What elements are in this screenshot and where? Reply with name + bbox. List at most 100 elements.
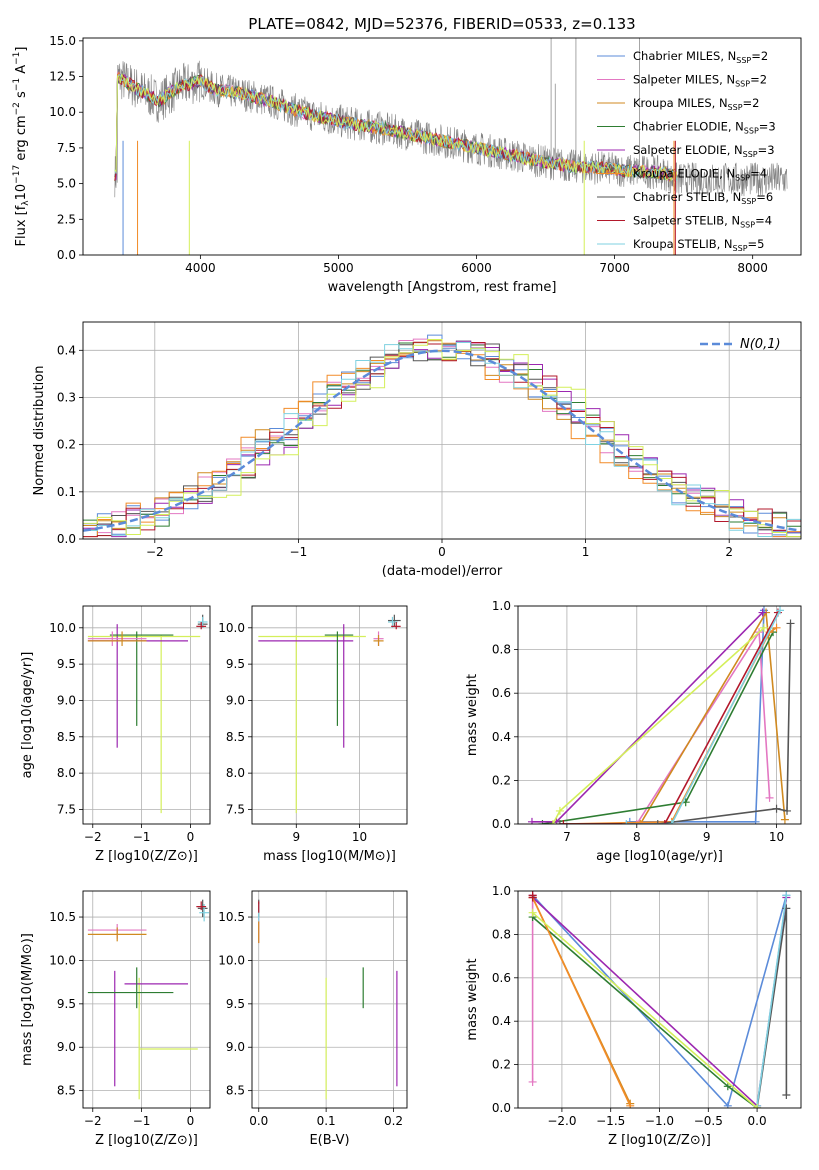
y-tick-label: 9.0	[57, 1040, 76, 1054]
weight-marker	[782, 891, 791, 900]
y-tick-label: 0.2	[492, 773, 511, 787]
x-tick-label: −1.0	[645, 1114, 674, 1128]
plot-marks	[87, 899, 210, 1100]
weight-series-5	[531, 897, 631, 1107]
y-tick-label: 7.5	[57, 141, 76, 155]
x-axis-label: (data-model)/error	[382, 564, 503, 579]
weight-marker	[723, 1082, 732, 1091]
y-tick-label: 0.6	[492, 686, 511, 700]
x-axis-label: age [log10(age/yr)]	[596, 849, 723, 864]
weight-marker	[528, 1077, 537, 1086]
y-tick-label: 10.0	[218, 953, 245, 967]
histogram-series-9	[83, 339, 801, 538]
x-tick-label: 0	[438, 545, 446, 559]
x-tick-label: 0.2	[384, 1114, 403, 1128]
weight-marker	[751, 817, 760, 824]
y-tick-label: 8.5	[57, 1084, 76, 1098]
legend-label: Chabrier MILES, NSSP=2	[633, 49, 768, 65]
plot-marks	[527, 606, 795, 824]
weight-marker	[660, 820, 669, 824]
errorbar-point-0	[138, 977, 198, 1100]
x-tick-label: 10	[769, 830, 784, 844]
y-tick-label: 5.0	[57, 177, 76, 191]
plot-area	[83, 891, 210, 1108]
weight-marker	[723, 1101, 732, 1108]
y-tick-label: 8.0	[226, 766, 245, 780]
weight-marker	[759, 623, 768, 632]
y-tick-label: 0.8	[492, 927, 511, 941]
x-tick-label: 0	[187, 1114, 195, 1128]
chart-mass_vs_ebv: 0.0 0.1 0.2 8.5 9.0 9.5 10.0 10.5 E(B-V)	[218, 890, 408, 1148]
x-tick-label: 7	[563, 830, 571, 844]
x-tick-label: 0.0	[748, 1114, 767, 1128]
x-axis-label: Z [log10(Z/Z⊙)]	[95, 849, 198, 864]
x-tick-label: 8	[633, 830, 641, 844]
weight-marker	[782, 1090, 791, 1099]
model-spectrum-9	[114, 73, 678, 182]
weight-series-7	[563, 612, 779, 824]
errorbar-point-7	[196, 901, 207, 911]
x-tick-label: −1	[133, 1114, 151, 1128]
y-tick-label: 15.0	[49, 34, 76, 48]
axes-frame	[82, 37, 802, 256]
legend-label: N(0,1)	[740, 337, 781, 352]
y-tick-label: 9.0	[226, 693, 245, 707]
weight-marker	[758, 608, 767, 617]
errorbar-point-4	[87, 927, 147, 942]
errorbar-point-7	[391, 621, 401, 630]
weight-marker	[559, 820, 568, 824]
weight-marker	[765, 793, 774, 802]
x-tick-label: −0.5	[694, 1114, 723, 1128]
x-axis-label: E(B-V)	[309, 1133, 349, 1148]
axes-frame	[517, 890, 802, 1109]
y-tick-label: 7.5	[57, 802, 76, 816]
axes-frame	[82, 605, 211, 825]
errorbar-point-2	[324, 631, 354, 726]
y-tick-label: 9.5	[226, 997, 245, 1011]
x-axis-label: mass [log10(M/M⊙)]	[263, 849, 396, 864]
weight-series-8	[626, 610, 781, 824]
x-tick-label: 1	[582, 545, 590, 559]
y-tick-label: 0.1	[57, 485, 76, 499]
errorbar-point-0	[258, 635, 366, 814]
plot-marks	[114, 38, 788, 255]
y-tick-label: 0.0	[57, 532, 76, 546]
x-tick-label: −2.0	[547, 1114, 576, 1128]
weight-marker	[776, 606, 785, 615]
legend-label: Salpeter ELODIE, NSSP=3	[633, 143, 775, 159]
y-tick-label: 0.0	[492, 817, 511, 831]
y-axis-label: mass weight	[465, 674, 480, 756]
x-tick-label: 9	[703, 830, 711, 844]
plot-area	[252, 891, 407, 1108]
weight-marker	[667, 820, 676, 824]
legend-label: Kroupa ELODIE, NSSP=4	[633, 167, 767, 183]
x-tick-label: 8000	[737, 261, 768, 275]
errorbar-point-2	[109, 631, 174, 726]
weight-marker	[527, 817, 536, 824]
x-tick-label: 7000	[599, 261, 630, 275]
legend-label: Kroupa STELIB, NSSP=5	[633, 237, 764, 253]
chart-massweight_vs_age: 7 8 9 10 0.0 0.2 0.4 0.6 0.8 1.0 age [log10(age/yr…	[465, 599, 802, 864]
plot-marks	[528, 891, 791, 1108]
errorbar-point-1	[114, 970, 189, 1087]
normal-curve	[83, 349, 801, 532]
y-tick-label: 8.5	[57, 730, 76, 744]
x-tick-label: 9	[292, 830, 300, 844]
y-tick-label: 0.0	[492, 1101, 511, 1115]
y-tick-label: 10.0	[49, 105, 76, 119]
x-tick-label: 0.0	[249, 1114, 268, 1128]
weight-marker	[626, 1101, 635, 1108]
x-axis-label: Z [log10(Z/Z⊙)]	[608, 1133, 711, 1148]
y-tick-label: 8.5	[226, 730, 245, 744]
y-axis-label: Normed distribution	[32, 366, 47, 496]
y-axis-label: mass weight	[465, 958, 480, 1040]
chart-residuals: −2 −1 0 1 2 0.0 0.1 0.2 0.3 0.4 (data-model)/error…	[32, 321, 802, 579]
weight-marker	[772, 804, 781, 813]
legend-label: Chabrier ELODIE, NSSP=3	[633, 120, 776, 136]
x-tick-label: 10	[352, 830, 367, 844]
weight-marker	[753, 1104, 762, 1108]
weight-series-9	[532, 912, 758, 1108]
errorbar-point-2	[87, 967, 174, 1009]
axes-frame	[251, 890, 408, 1109]
